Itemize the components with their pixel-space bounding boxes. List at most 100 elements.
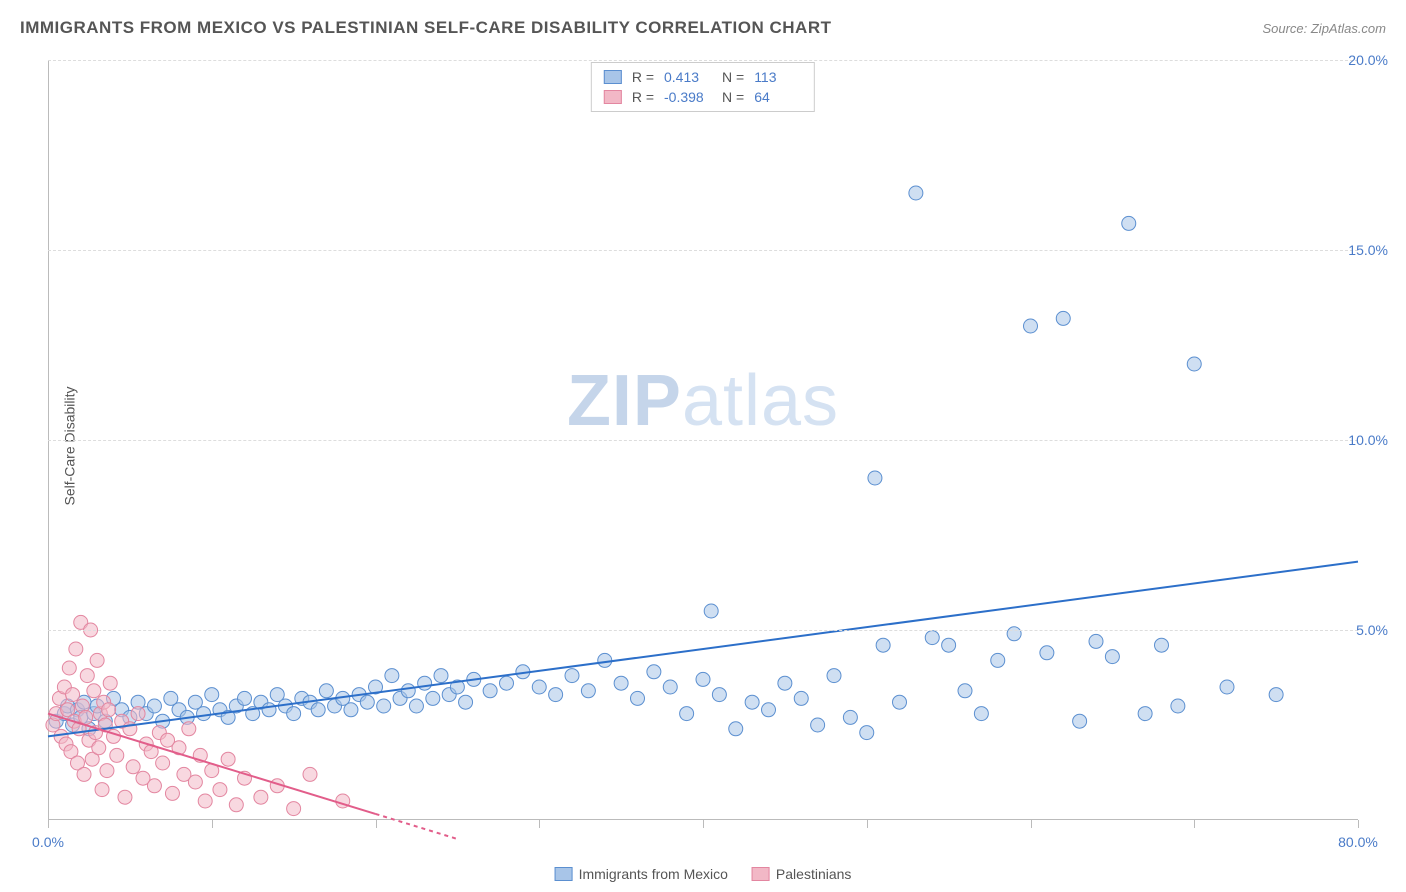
scatter-point — [229, 798, 243, 812]
scatter-point — [794, 691, 808, 705]
scatter-point — [942, 638, 956, 652]
scatter-point — [198, 794, 212, 808]
scatter-point — [1089, 634, 1103, 648]
scatter-point — [614, 676, 628, 690]
scatter-point — [745, 695, 759, 709]
scatter-point — [581, 684, 595, 698]
scatter-point — [663, 680, 677, 694]
xtick — [1194, 820, 1195, 828]
gridline — [48, 630, 1358, 631]
scatter-point — [102, 703, 116, 717]
scatter-point — [598, 653, 612, 667]
swatch-series1 — [604, 70, 622, 84]
ytick-label: 15.0% — [1348, 242, 1388, 258]
scatter-point — [483, 684, 497, 698]
scatter-point — [87, 684, 101, 698]
scatter-point — [647, 665, 661, 679]
scatter-point — [79, 710, 93, 724]
xtick-label: 0.0% — [32, 834, 64, 850]
scatter-point — [90, 653, 104, 667]
scatter-point — [1138, 707, 1152, 721]
scatter-point — [811, 718, 825, 732]
xtick — [539, 820, 540, 828]
scatter-point — [418, 676, 432, 690]
scatter-point — [958, 684, 972, 698]
scatter-point — [843, 710, 857, 724]
scatter-point — [893, 695, 907, 709]
scatter-point — [100, 764, 114, 778]
gridline — [48, 440, 1358, 441]
xtick — [1031, 820, 1032, 828]
scatter-point — [696, 672, 710, 686]
xtick — [48, 820, 49, 828]
stats-row-series1: R = 0.413 N = 113 — [604, 67, 802, 87]
scatter-point — [409, 699, 423, 713]
scatter-point — [1187, 357, 1201, 371]
scatter-point — [385, 669, 399, 683]
scatter-point — [221, 752, 235, 766]
scatter-point — [762, 703, 776, 717]
scatter-point — [303, 767, 317, 781]
stats-row-series2: R = -0.398 N = 64 — [604, 87, 802, 107]
correlation-stats-legend: R = 0.413 N = 113 R = -0.398 N = 64 — [591, 62, 815, 112]
scatter-point — [729, 722, 743, 736]
xtick — [867, 820, 868, 828]
scatter-point — [377, 699, 391, 713]
scatter-point — [434, 669, 448, 683]
scatter-point — [1155, 638, 1169, 652]
scatter-point — [974, 707, 988, 721]
scatter-point — [188, 775, 202, 789]
scatter-point — [213, 783, 227, 797]
scatter-point — [1056, 311, 1070, 325]
xtick — [703, 820, 704, 828]
legend-item-series1: Immigrants from Mexico — [555, 866, 728, 882]
scatter-point — [565, 669, 579, 683]
scatter-point — [197, 707, 211, 721]
scatter-point — [287, 802, 301, 816]
scatter-point — [1171, 699, 1185, 713]
gridline — [48, 250, 1358, 251]
scatter-point — [80, 669, 94, 683]
legend-item-series2: Palestinians — [752, 866, 852, 882]
scatter-point — [680, 707, 694, 721]
scatter-point — [1040, 646, 1054, 660]
xtick — [376, 820, 377, 828]
scatter-point — [1105, 650, 1119, 664]
scatter-point — [1024, 319, 1038, 333]
scatter-point — [77, 767, 91, 781]
swatch-series2 — [604, 90, 622, 104]
scatter-point — [92, 741, 106, 755]
scatter-point — [69, 642, 83, 656]
scatter-point — [925, 631, 939, 645]
xtick — [212, 820, 213, 828]
scatter-point — [549, 688, 563, 702]
scatter-point — [126, 760, 140, 774]
scatter-point — [532, 680, 546, 694]
scatter-point — [909, 186, 923, 200]
scatter-point — [860, 726, 874, 740]
scatter-point — [876, 638, 890, 652]
gridline — [48, 60, 1358, 61]
scatter-point — [311, 703, 325, 717]
scatter-point — [426, 691, 440, 705]
scatter-point — [62, 661, 76, 675]
scatter-point — [156, 756, 170, 770]
scatter-point — [319, 684, 333, 698]
swatch-series2 — [752, 867, 770, 881]
scatter-point — [827, 669, 841, 683]
scatter-point — [991, 653, 1005, 667]
scatter-point — [165, 786, 179, 800]
scatter-point — [254, 790, 268, 804]
swatch-series1 — [555, 867, 573, 881]
scatter-point — [262, 703, 276, 717]
scatter-point — [1073, 714, 1087, 728]
scatter-point — [1007, 627, 1021, 641]
scatter-point — [401, 684, 415, 698]
scatter-point — [131, 707, 145, 721]
scatter-point — [110, 748, 124, 762]
scatter-point — [778, 676, 792, 690]
scatter-point — [704, 604, 718, 618]
xtick-label: 80.0% — [1338, 834, 1378, 850]
scatter-point — [1220, 680, 1234, 694]
scatter-point — [500, 676, 514, 690]
